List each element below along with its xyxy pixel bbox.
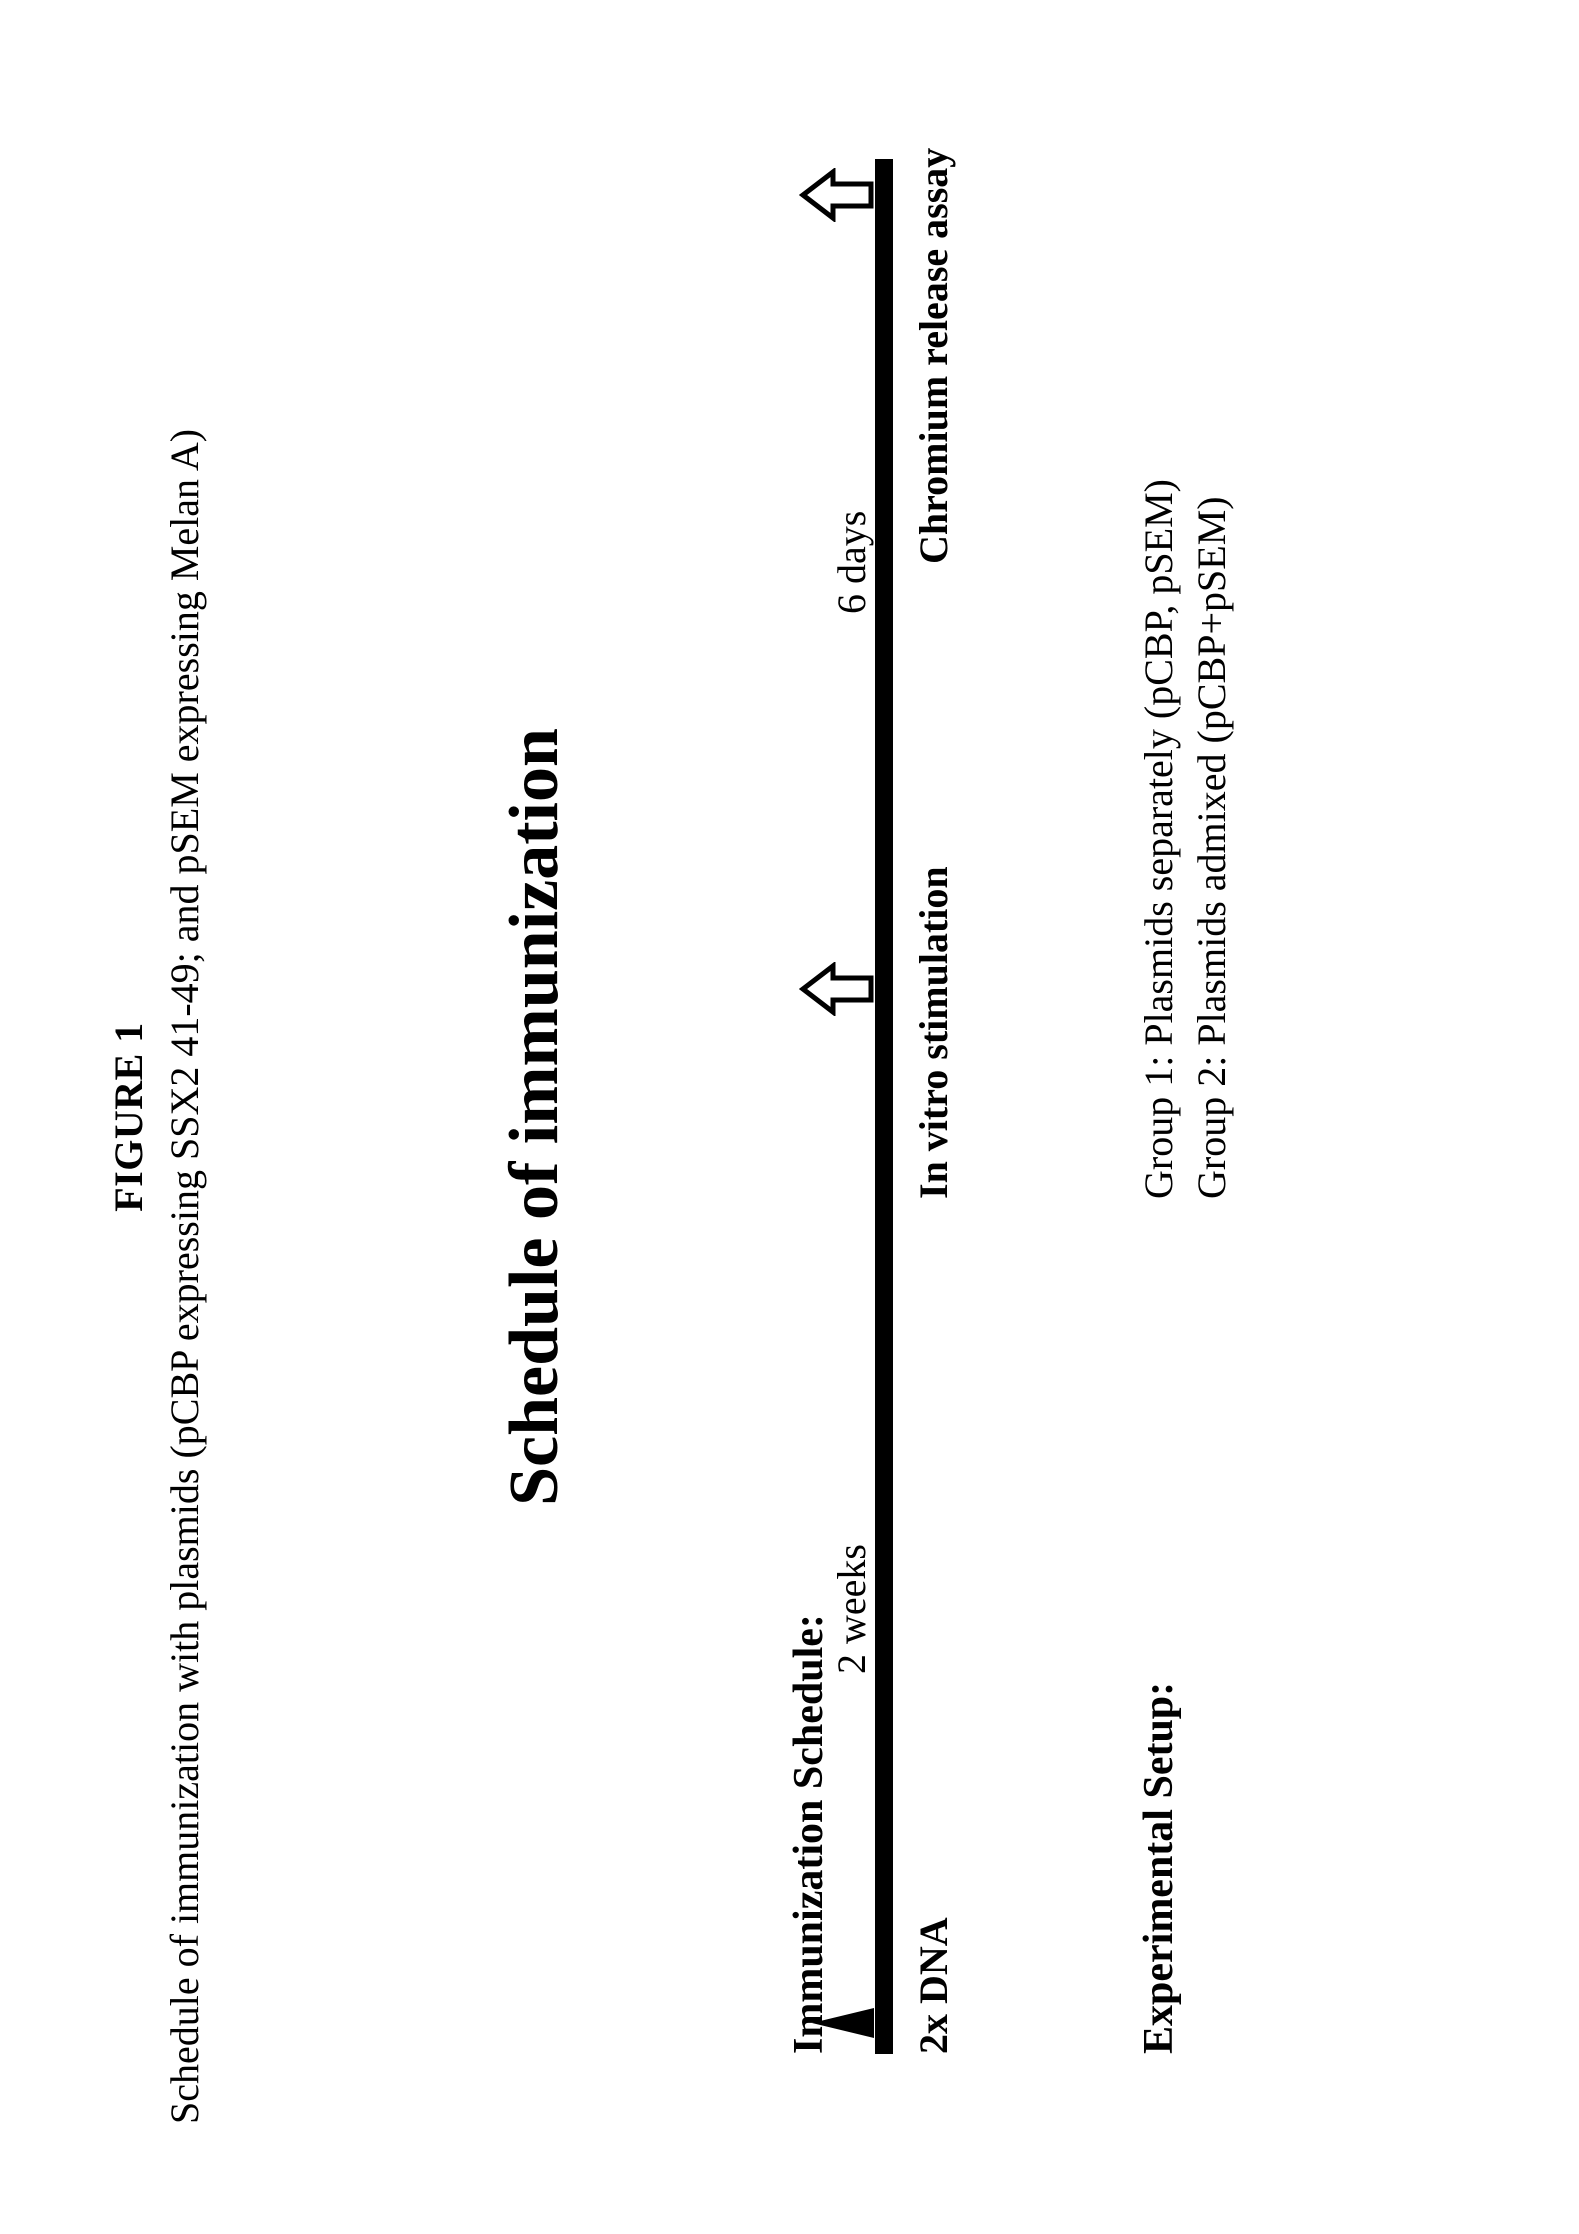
immunization-schedule-heading: Immunization Schedule: — [785, 1614, 833, 2054]
start-arrow-icon — [812, 2008, 874, 2038]
page: FIGURE 1 Schedule of immunization with p… — [0, 0, 1579, 2234]
event-label-start: 2x DNA — [910, 1917, 957, 2054]
figure-caption: Schedule of immunization with plasmids (… — [160, 110, 210, 2124]
rotated-content: FIGURE 1 Schedule of immunization with p… — [0, 0, 1579, 2234]
experimental-setup-heading: Experimental Setup: — [1135, 1682, 1183, 2054]
interval-label-6days: 6 days — [828, 511, 875, 614]
figure-number: FIGURE 1 — [105, 0, 152, 2234]
group-1-text: Group 1: Plasmids separately (pCBP, pSEM… — [1135, 479, 1182, 1199]
group-2-text: Group 2: Plasmids admixed (pCBP+pSEM) — [1188, 496, 1235, 1199]
page-title: Schedule of immunization — [495, 0, 575, 2234]
event-label-mid: In vitro stimulation — [910, 866, 957, 1199]
interval-label-2weeks: 2 weeks — [828, 1544, 875, 1674]
event-label-end: Chromium release assay — [910, 148, 957, 564]
open-arrow-icon — [799, 962, 875, 1016]
open-arrow-icon — [799, 168, 875, 222]
timeline-bar — [875, 159, 893, 2054]
